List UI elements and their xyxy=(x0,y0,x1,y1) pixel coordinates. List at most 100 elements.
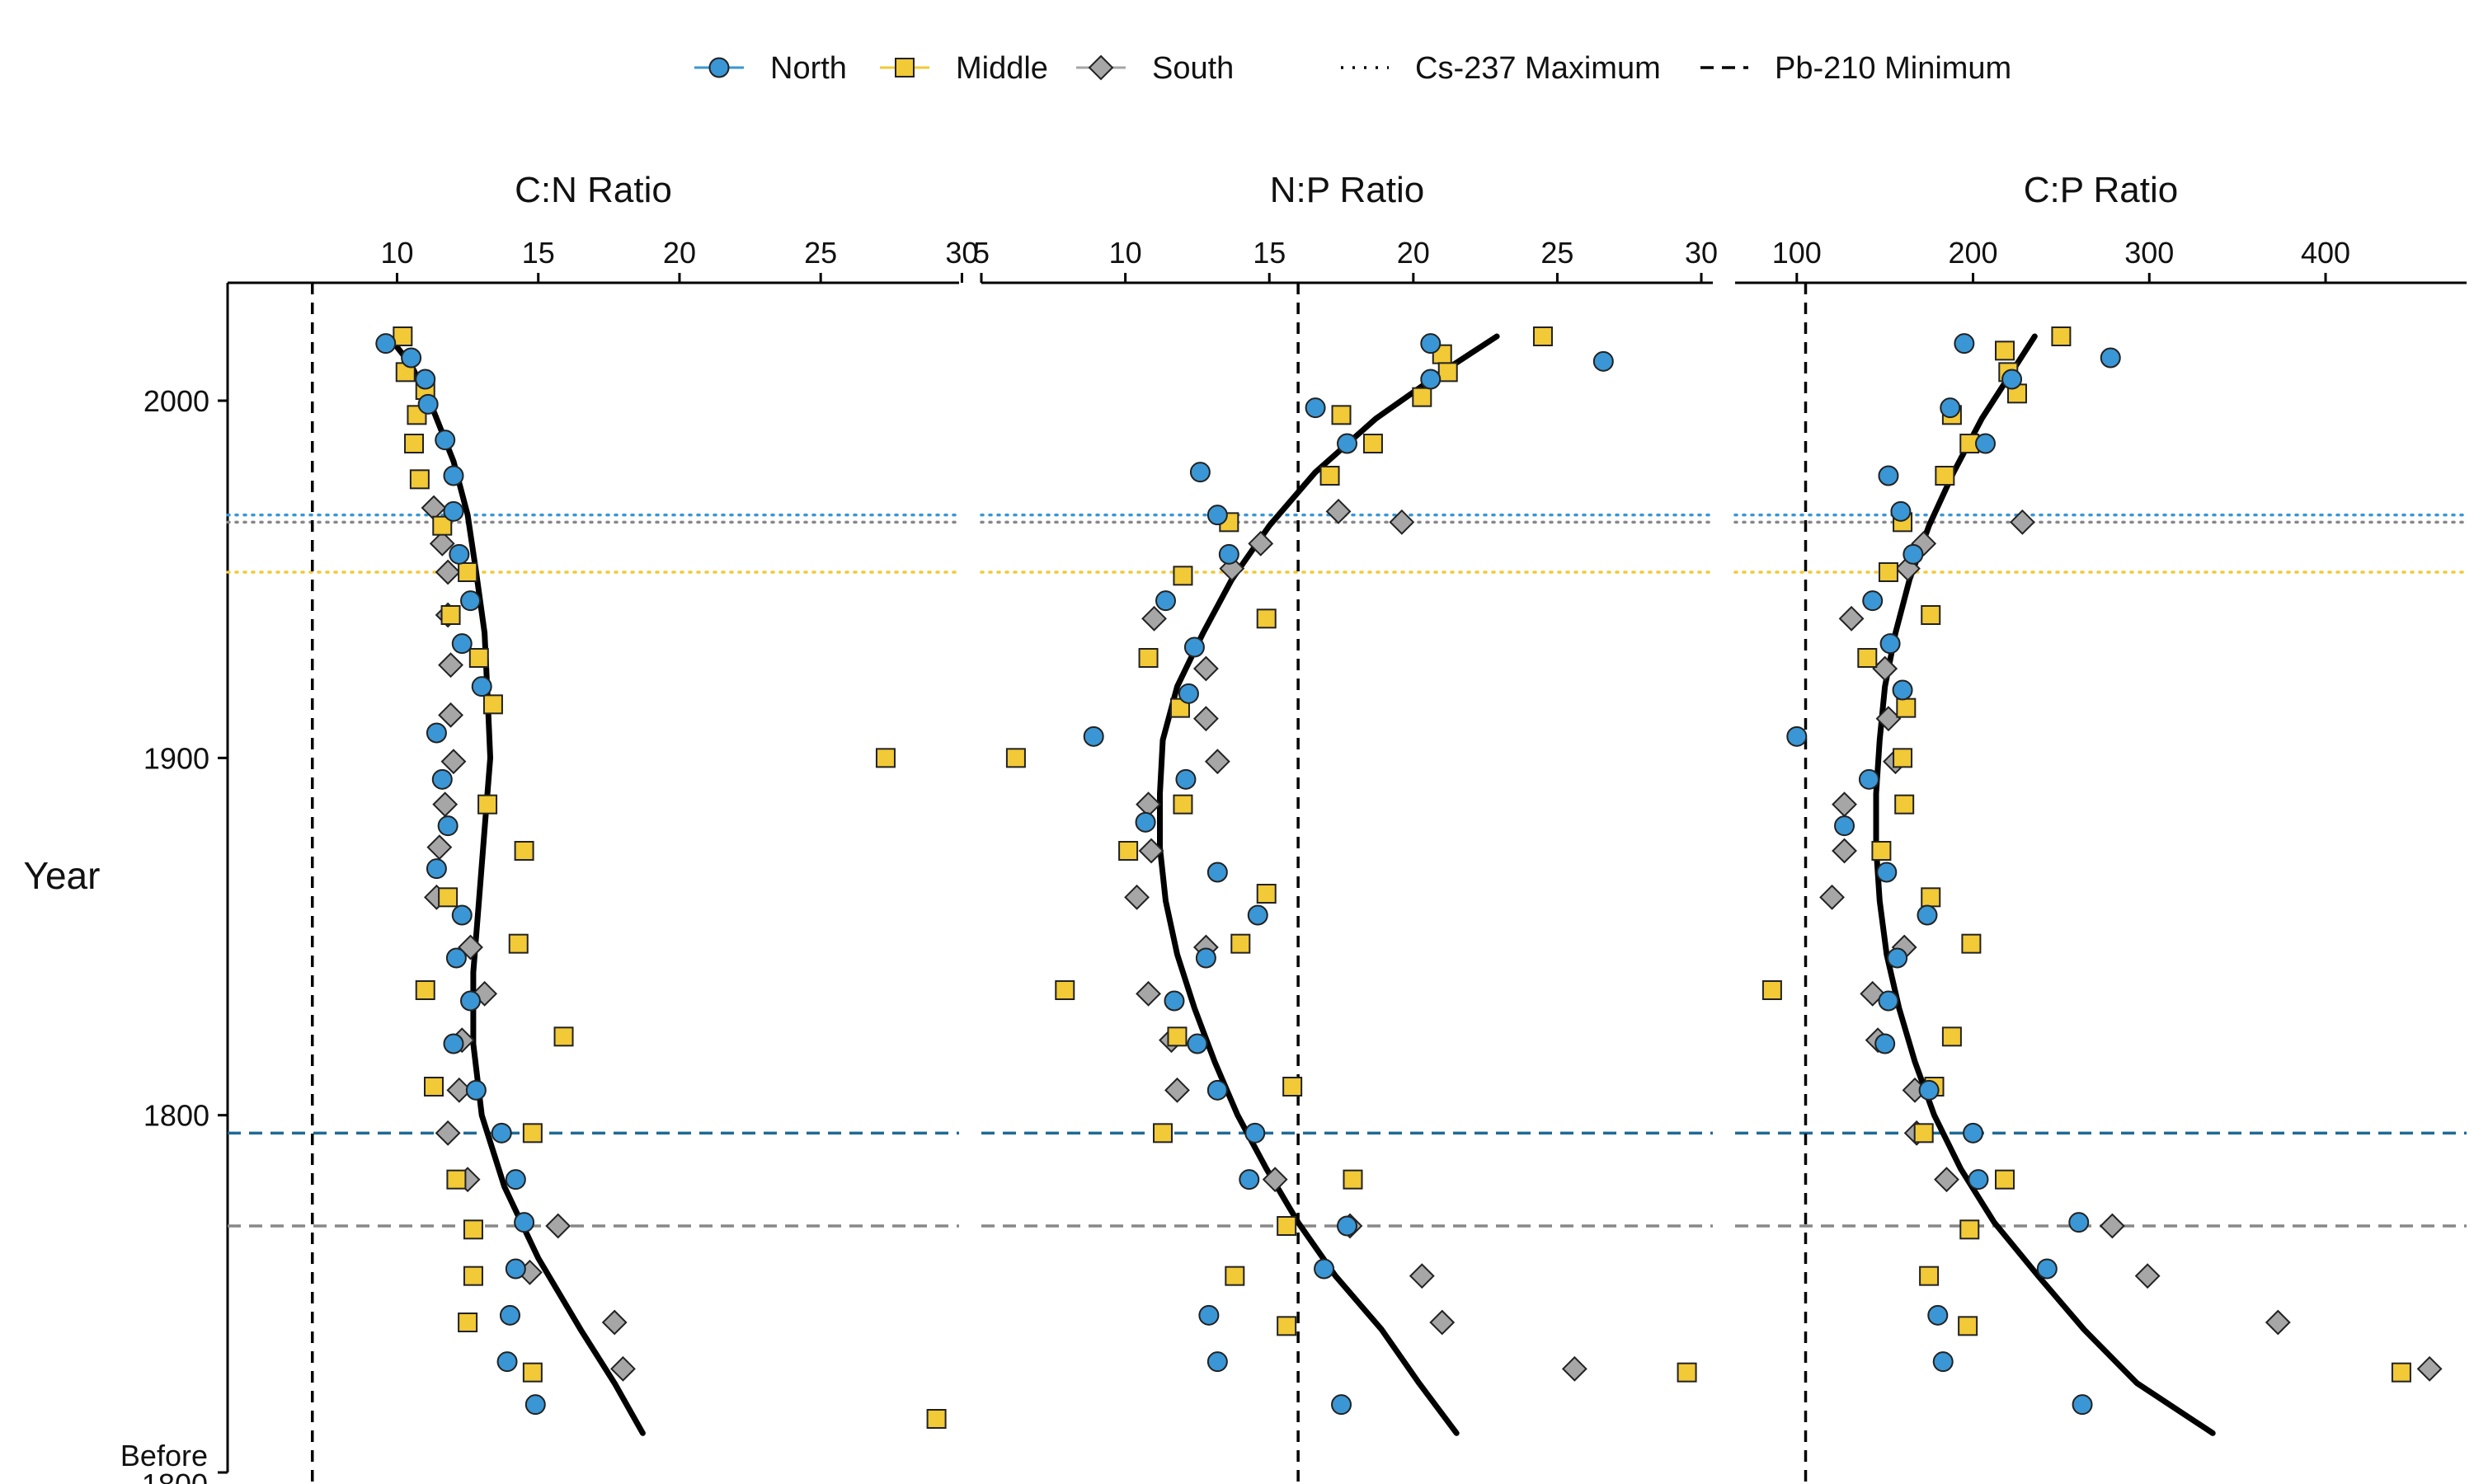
data-point-north xyxy=(1083,726,1104,747)
x-tick-label-15: 15 xyxy=(522,236,555,270)
x-tick-label-100: 100 xyxy=(1772,236,1822,270)
data-point-north xyxy=(2001,369,2023,390)
data-point-north xyxy=(524,1394,546,1416)
data-point-south xyxy=(1136,980,1161,1007)
data-point-south xyxy=(1204,749,1230,775)
data-point-north xyxy=(1420,333,1442,355)
legend-item-north: North xyxy=(694,51,847,86)
data-point-north xyxy=(1927,1304,1949,1326)
series-south xyxy=(421,495,636,1382)
data-point-middle xyxy=(1913,1123,1934,1144)
data-point-north xyxy=(1932,1351,1954,1373)
data-point-north xyxy=(465,1079,487,1101)
data-point-north xyxy=(1337,1215,1357,1237)
data-point-middle xyxy=(1138,648,1159,668)
data-point-south xyxy=(440,749,467,775)
data-point-middle xyxy=(1412,387,1432,407)
y-tick-label-1900: 1900 xyxy=(143,741,209,775)
panel-title-c-p-ratio: C:P Ratio xyxy=(2024,170,2179,210)
data-point-middle xyxy=(1896,697,1917,718)
legend: North Middle South Cs-237 Maximum Pb-210 Min… xyxy=(694,51,2011,86)
data-point-middle xyxy=(409,469,430,490)
legend-item-dotted: Cs-237 Maximum xyxy=(1341,51,1661,86)
data-point-south xyxy=(1561,1355,1587,1382)
data-point-south xyxy=(1832,791,1857,818)
series-middle xyxy=(1005,326,1697,1383)
data-point-north xyxy=(1862,590,1884,612)
data-point-north xyxy=(1206,862,1228,883)
data-point-middle xyxy=(1225,1266,1245,1286)
data-point-north xyxy=(1918,1079,1940,1101)
data-point-north xyxy=(499,1304,520,1326)
y-tick-label-before-year: 1800 xyxy=(142,1468,208,1484)
data-point-middle xyxy=(2051,326,2072,346)
data-point-middle xyxy=(553,1026,574,1047)
data-point-middle xyxy=(1319,466,1340,486)
x-tick-label-25: 25 xyxy=(1540,236,1573,270)
data-point-south xyxy=(426,834,453,861)
data-point-middle xyxy=(522,1123,543,1144)
data-point-south xyxy=(1819,884,1845,910)
data-point-north xyxy=(426,858,447,880)
data-point-north xyxy=(2072,1394,2093,1416)
data-point-middle xyxy=(1362,434,1383,453)
data-point-north xyxy=(445,947,467,969)
data-point-north xyxy=(449,543,470,565)
data-point-north xyxy=(443,1033,464,1054)
data-point-middle xyxy=(926,1409,947,1429)
x-tick-label-20: 20 xyxy=(1397,236,1430,270)
data-point-south xyxy=(432,791,459,818)
data-point-middle xyxy=(1277,1216,1297,1236)
data-point-north xyxy=(1155,590,1176,612)
legend-item-middle: Middle xyxy=(880,51,1048,86)
data-point-north xyxy=(1178,683,1199,704)
data-point-north xyxy=(1892,679,1913,701)
data-point-south xyxy=(2265,1309,2291,1336)
data-point-middle xyxy=(1857,648,1878,668)
panel-title-n-p-ratio: N:P Ratio xyxy=(1270,170,1425,210)
data-point-north xyxy=(460,590,482,612)
data-point-south xyxy=(1138,838,1164,864)
y-axis-title: Year xyxy=(24,854,101,897)
data-point-north xyxy=(435,430,456,451)
data-point-middle xyxy=(440,605,461,625)
data-point-south xyxy=(1429,1309,1456,1336)
data-point-south xyxy=(2416,1355,2443,1382)
panel-n-p-ratio: N:P Ratio 5 10 15 20 25 30 xyxy=(973,170,1718,1484)
data-point-north xyxy=(431,768,453,790)
y-tick-label-before: Before xyxy=(120,1439,208,1472)
data-point-north xyxy=(1206,505,1228,526)
data-point-north xyxy=(1887,947,1908,969)
data-point-middle xyxy=(438,887,459,908)
data-point-north xyxy=(1239,1169,1260,1190)
series-north xyxy=(1083,333,1614,1416)
data-point-north xyxy=(1337,433,1357,454)
x-tick-label-300: 300 xyxy=(2124,236,2174,270)
data-point-middle xyxy=(1919,1266,1940,1286)
data-point-middle xyxy=(1871,841,1892,861)
data-point-middle xyxy=(458,562,478,582)
data-point-north xyxy=(2036,1258,2058,1280)
data-point-north xyxy=(1206,1351,1228,1373)
legend-item-south: South xyxy=(1076,51,1234,86)
data-point-north xyxy=(1876,862,1898,883)
data-point-north xyxy=(1244,1122,1266,1144)
x-tick-label-5: 5 xyxy=(973,236,990,270)
data-point-south xyxy=(1838,605,1865,632)
data-point-middle xyxy=(1437,362,1458,383)
data-point-middle xyxy=(463,1219,483,1240)
data-point-north xyxy=(514,1212,535,1233)
data-point-north xyxy=(443,500,464,522)
data-point-middle xyxy=(875,748,896,768)
data-point-north xyxy=(401,347,422,369)
data-point-south xyxy=(2009,509,2035,535)
data-point-middle xyxy=(1878,562,1898,582)
data-point-south xyxy=(1934,1167,1959,1193)
data-point-middle xyxy=(458,1313,478,1332)
y-axis: 200019001800Before1800Year xyxy=(24,283,229,1484)
data-point-middle xyxy=(1256,884,1277,904)
data-point-south xyxy=(2134,1263,2161,1289)
data-point-south xyxy=(438,702,463,728)
data-point-middle xyxy=(432,515,453,536)
